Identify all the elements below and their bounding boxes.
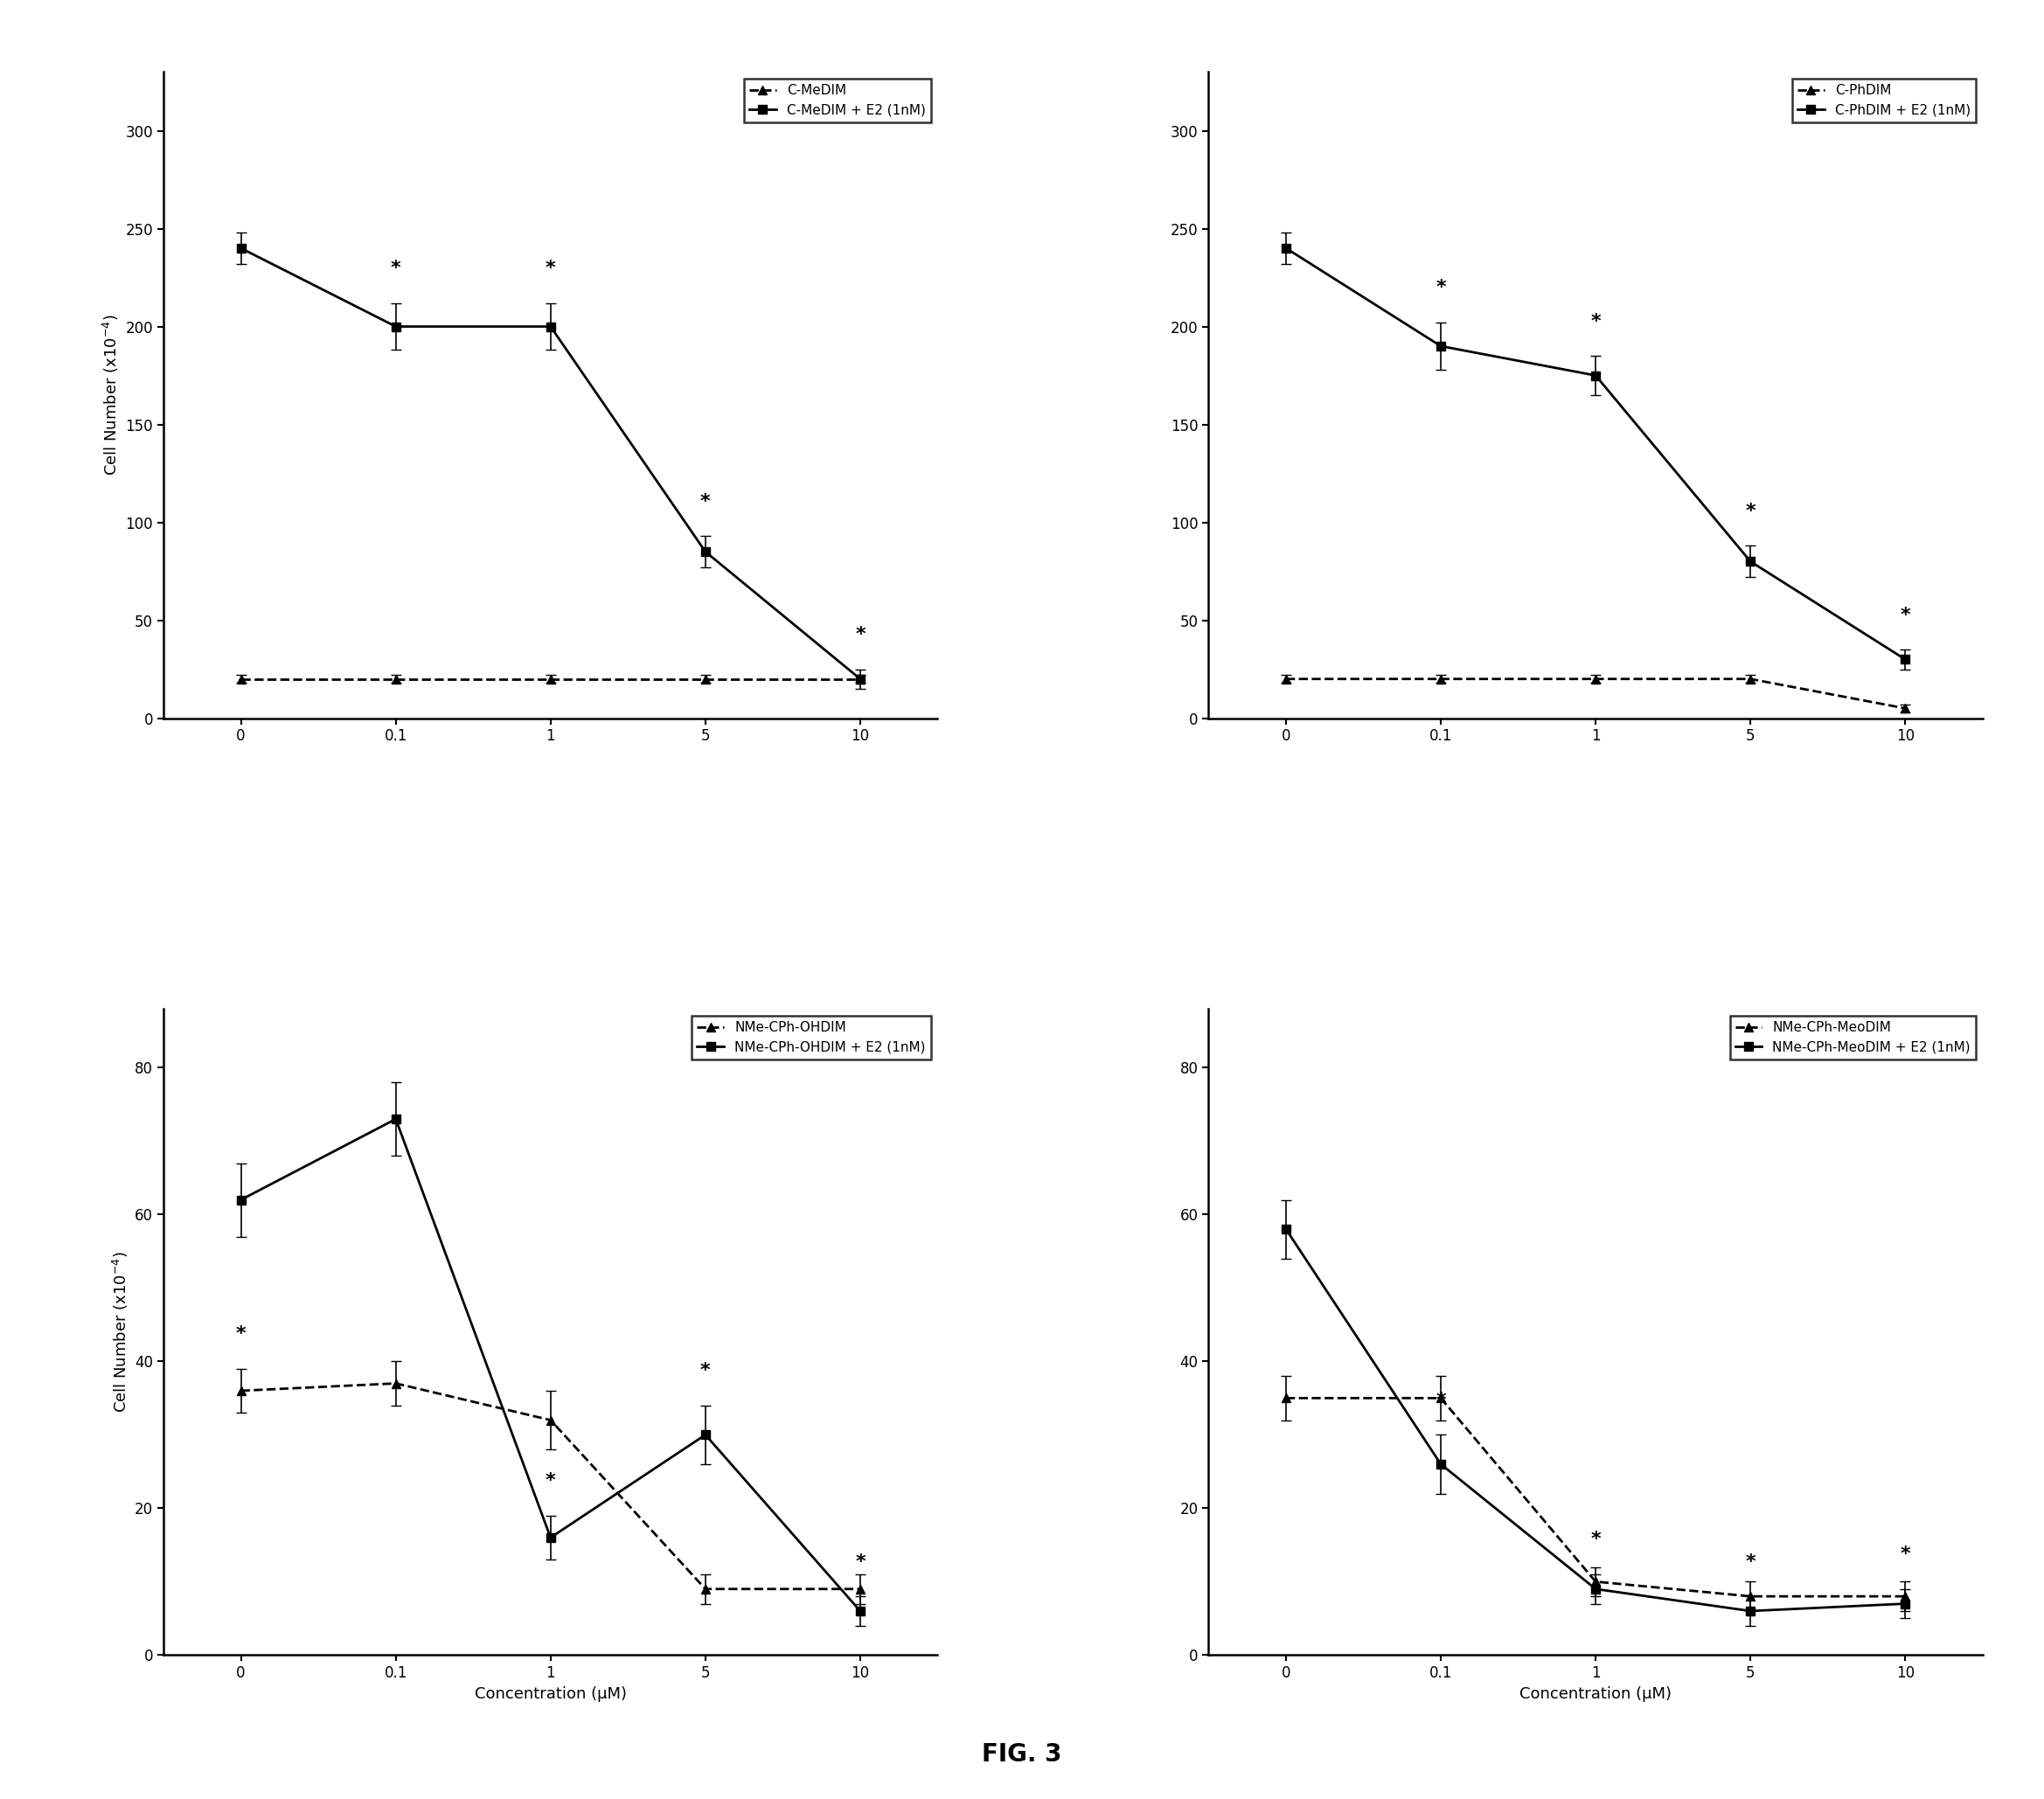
Text: *: * bbox=[1746, 502, 1756, 520]
Y-axis label: Cell Number (x10$^{-4}$): Cell Number (x10$^{-4}$) bbox=[110, 1252, 131, 1412]
Legend: NMe-CPh-MeoDIM, NMe-CPh-MeoDIM + E2 (1nM): NMe-CPh-MeoDIM, NMe-CPh-MeoDIM + E2 (1nM… bbox=[1729, 1016, 1977, 1060]
C-PhDIM bbox=[1273, 667, 1298, 689]
Legend: NMe-CPh-OHDIM, NMe-CPh-OHDIM + E2 (1nM): NMe-CPh-OHDIM, NMe-CPh-OHDIM + E2 (1nM) bbox=[691, 1016, 930, 1060]
Text: *: * bbox=[546, 259, 556, 277]
C-PhDIM + E2 (1nM) bbox=[1737, 550, 1762, 572]
Line: NMe-CPh-OHDIM: NMe-CPh-OHDIM bbox=[237, 1380, 865, 1594]
Y-axis label: Cell Number (x10$^{-4}$): Cell Number (x10$^{-4}$) bbox=[102, 315, 121, 475]
NMe-CPh-MeoDIM bbox=[1737, 1585, 1762, 1607]
NMe-CPh-MeoDIM bbox=[1429, 1387, 1453, 1409]
NMe-CPh-MeoDIM bbox=[1893, 1585, 1917, 1607]
C-PhDIM + E2 (1nM) bbox=[1273, 237, 1298, 259]
Line: C-PhDIM + E2 (1nM): C-PhDIM + E2 (1nM) bbox=[1282, 245, 1909, 664]
C-PhDIM bbox=[1893, 698, 1917, 720]
C-MeDIM + E2 (1nM) bbox=[538, 315, 562, 336]
Text: *: * bbox=[1590, 1531, 1600, 1549]
NMe-CPh-OHDIM bbox=[693, 1578, 717, 1599]
Line: C-MeDIM: C-MeDIM bbox=[237, 675, 865, 684]
NMe-CPh-OHDIM + E2 (1nM) bbox=[538, 1527, 562, 1549]
NMe-CPh-MeoDIM + E2 (1nM) bbox=[1429, 1454, 1453, 1475]
Text: *: * bbox=[1590, 313, 1600, 329]
Text: FIG. 3: FIG. 3 bbox=[981, 1741, 1063, 1767]
C-MeDIM + E2 (1nM) bbox=[848, 667, 873, 689]
C-PhDIM bbox=[1737, 667, 1762, 689]
Text: *: * bbox=[1746, 1553, 1756, 1571]
Legend: C-MeDIM, C-MeDIM + E2 (1nM): C-MeDIM, C-MeDIM + E2 (1nM) bbox=[744, 79, 930, 122]
Text: *: * bbox=[701, 493, 711, 511]
C-PhDIM + E2 (1nM) bbox=[1893, 649, 1917, 671]
Line: NMe-CPh-OHDIM + E2 (1nM): NMe-CPh-OHDIM + E2 (1nM) bbox=[237, 1115, 865, 1616]
C-MeDIM bbox=[229, 667, 253, 689]
NMe-CPh-OHDIM + E2 (1nM) bbox=[848, 1601, 873, 1623]
C-MeDIM bbox=[384, 667, 409, 689]
C-MeDIM + E2 (1nM) bbox=[384, 315, 409, 336]
Text: *: * bbox=[235, 1326, 245, 1342]
Legend: C-PhDIM, C-PhDIM + E2 (1nM): C-PhDIM, C-PhDIM + E2 (1nM) bbox=[1793, 79, 1977, 122]
Text: *: * bbox=[1901, 1545, 1911, 1563]
NMe-CPh-MeoDIM + E2 (1nM) bbox=[1273, 1218, 1298, 1240]
C-MeDIM bbox=[848, 667, 873, 689]
Text: *: * bbox=[701, 1362, 711, 1380]
Text: *: * bbox=[1901, 606, 1911, 624]
Line: C-PhDIM: C-PhDIM bbox=[1282, 675, 1909, 712]
NMe-CPh-OHDIM + E2 (1nM) bbox=[229, 1189, 253, 1211]
NMe-CPh-MeoDIM + E2 (1nM) bbox=[1737, 1601, 1762, 1623]
NMe-CPh-MeoDIM bbox=[1273, 1387, 1298, 1409]
NMe-CPh-OHDIM bbox=[384, 1373, 409, 1394]
NMe-CPh-OHDIM bbox=[229, 1380, 253, 1401]
C-MeDIM bbox=[538, 667, 562, 689]
Text: *: * bbox=[390, 259, 401, 277]
C-MeDIM + E2 (1nM) bbox=[693, 541, 717, 563]
NMe-CPh-OHDIM + E2 (1nM) bbox=[384, 1108, 409, 1130]
Text: *: * bbox=[854, 1553, 865, 1571]
Text: *: * bbox=[1435, 279, 1445, 297]
NMe-CPh-MeoDIM + E2 (1nM) bbox=[1893, 1592, 1917, 1614]
Line: C-MeDIM + E2 (1nM): C-MeDIM + E2 (1nM) bbox=[237, 245, 865, 684]
NMe-CPh-OHDIM bbox=[848, 1578, 873, 1599]
NMe-CPh-MeoDIM bbox=[1584, 1571, 1609, 1592]
Line: NMe-CPh-MeoDIM: NMe-CPh-MeoDIM bbox=[1282, 1394, 1909, 1601]
C-MeDIM bbox=[693, 667, 717, 689]
NMe-CPh-OHDIM + E2 (1nM) bbox=[693, 1425, 717, 1446]
Line: NMe-CPh-MeoDIM + E2 (1nM): NMe-CPh-MeoDIM + E2 (1nM) bbox=[1282, 1225, 1909, 1616]
C-MeDIM + E2 (1nM) bbox=[229, 237, 253, 259]
C-PhDIM bbox=[1584, 667, 1609, 689]
Text: *: * bbox=[546, 1472, 556, 1490]
NMe-CPh-OHDIM bbox=[538, 1409, 562, 1430]
C-PhDIM bbox=[1429, 667, 1453, 689]
X-axis label: Concentration (μM): Concentration (μM) bbox=[474, 1686, 628, 1702]
Text: *: * bbox=[854, 626, 865, 644]
NMe-CPh-MeoDIM + E2 (1nM) bbox=[1584, 1578, 1609, 1599]
X-axis label: Concentration (μM): Concentration (μM) bbox=[1519, 1686, 1672, 1702]
C-PhDIM + E2 (1nM) bbox=[1429, 335, 1453, 356]
C-PhDIM + E2 (1nM) bbox=[1584, 365, 1609, 387]
Text: *: * bbox=[1435, 1391, 1445, 1409]
